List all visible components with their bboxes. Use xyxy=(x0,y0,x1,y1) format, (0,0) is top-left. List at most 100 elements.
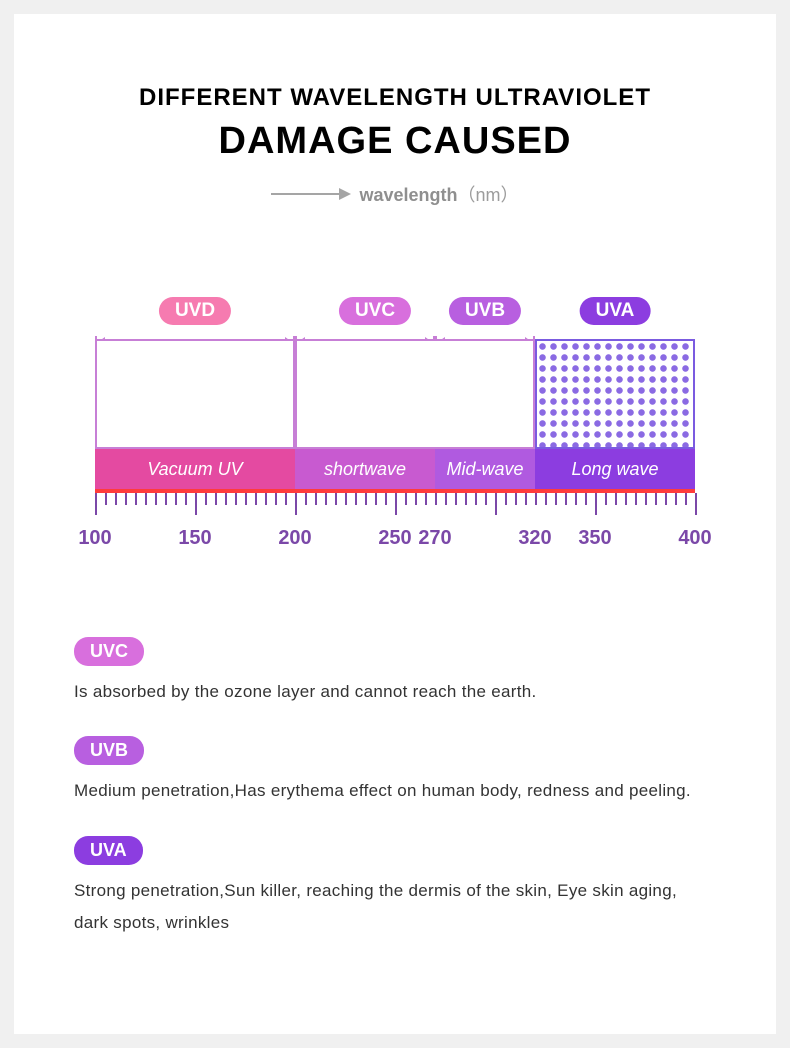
tick-minor xyxy=(485,493,487,505)
uv-pill: UVA xyxy=(74,836,143,865)
tick-minor xyxy=(415,493,417,505)
tick-label: 100 xyxy=(78,527,111,550)
tick-major xyxy=(295,493,297,515)
tick-minor xyxy=(535,493,537,505)
tick-minor xyxy=(425,493,427,505)
tick-minor xyxy=(255,493,257,505)
description-text: Is absorbed by the ozone layer and canno… xyxy=(74,676,716,708)
tick-minor xyxy=(515,493,517,505)
tick-minor xyxy=(575,493,577,505)
tick-minor xyxy=(355,493,357,505)
tick-label: 270 xyxy=(418,527,451,550)
tick-minor xyxy=(185,493,187,505)
title-line-1: DIFFERENT WAVELENGTH ULTRAVIOLET xyxy=(74,84,716,112)
tick-label: 350 xyxy=(578,527,611,550)
tick-minor xyxy=(205,493,207,505)
band-segment: shortwave xyxy=(295,449,435,489)
tick-minor xyxy=(675,493,677,505)
uv-badge: UVA xyxy=(580,297,651,325)
tick-label: 150 xyxy=(178,527,211,550)
tick-minor xyxy=(235,493,237,505)
band-segment: Long wave xyxy=(535,449,695,489)
infographic-card: DIFFERENT WAVELENGTH ULTRAVIOLET DAMAGE … xyxy=(14,14,776,1034)
tick-minor xyxy=(645,493,647,505)
tick-minor xyxy=(285,493,287,505)
tick-minor xyxy=(585,493,587,505)
legend-row: wavelength（nm） xyxy=(74,181,716,207)
tick-minor xyxy=(345,493,347,505)
tick-minor xyxy=(125,493,127,505)
tick-minor xyxy=(435,493,437,505)
band-strip: Vacuum UVshortwaveMid-waveLong wave xyxy=(95,449,695,489)
tick-minor xyxy=(505,493,507,505)
description-block: UVC Is absorbed by the ozone layer and ca… xyxy=(74,637,716,939)
tick-minor xyxy=(315,493,317,505)
tick-minor xyxy=(445,493,447,505)
tick-label: 400 xyxy=(678,527,711,550)
tick-minor xyxy=(365,493,367,505)
tick-minor xyxy=(655,493,657,505)
arrow-icon xyxy=(271,193,349,195)
tick-minor xyxy=(145,493,147,505)
tick-minor xyxy=(635,493,637,505)
band-segment: Mid-wave xyxy=(435,449,535,489)
uv-badge: UVB xyxy=(449,297,521,325)
tick-minor xyxy=(525,493,527,505)
range-box xyxy=(295,339,535,449)
tick-minor xyxy=(565,493,567,505)
tick-minor xyxy=(545,493,547,505)
tick-minor xyxy=(375,493,377,505)
tick-minor xyxy=(615,493,617,505)
tick-label: 250 xyxy=(378,527,411,550)
tick-major xyxy=(595,493,597,515)
tick-labels: 100150200250270320350400 xyxy=(95,527,695,557)
legend-text: wavelength（nm） xyxy=(359,181,518,207)
tick-minor xyxy=(325,493,327,505)
uv-badge: UVC xyxy=(339,297,411,325)
tick-minor xyxy=(175,493,177,505)
uv-wavelength-chart: Vacuum UVshortwaveMid-waveLong wave 1001… xyxy=(95,297,695,577)
tick-minor xyxy=(165,493,167,505)
tick-minor xyxy=(105,493,107,505)
tick-minor xyxy=(215,493,217,505)
tick-minor xyxy=(335,493,337,505)
description-item: UVC Is absorbed by the ozone layer and ca… xyxy=(74,637,716,708)
tick-minor xyxy=(225,493,227,505)
tick-major xyxy=(395,493,397,515)
tick-minor xyxy=(685,493,687,505)
tick-label: 200 xyxy=(278,527,311,550)
title-line-2: DAMAGE CAUSED xyxy=(74,120,716,163)
tick-minor xyxy=(245,493,247,505)
tick-minor xyxy=(305,493,307,505)
tick-major xyxy=(195,493,197,515)
tick-minor xyxy=(155,493,157,505)
tick-minor xyxy=(115,493,117,505)
uv-pill: UVC xyxy=(74,637,144,666)
tick-minor xyxy=(265,493,267,505)
tick-minor xyxy=(625,493,627,505)
tick-minor xyxy=(475,493,477,505)
description-text: Medium penetration,Has erythema effect o… xyxy=(74,775,716,807)
tick-minor xyxy=(385,493,387,505)
tick-minor xyxy=(135,493,137,505)
uv-badge: UVD xyxy=(159,297,231,325)
tick-minor xyxy=(455,493,457,505)
tick-minor xyxy=(405,493,407,505)
range-box xyxy=(95,339,295,449)
ruler xyxy=(95,493,695,523)
tick-minor xyxy=(665,493,667,505)
tick-minor xyxy=(465,493,467,505)
tick-label: 320 xyxy=(518,527,551,550)
uv-pill: UVB xyxy=(74,736,144,765)
band-segment: Vacuum UV xyxy=(95,449,295,489)
tick-major xyxy=(495,493,497,515)
description-text: Strong penetration,Sun killer, reaching … xyxy=(74,875,716,940)
tick-minor xyxy=(605,493,607,505)
tick-minor xyxy=(555,493,557,505)
range-box xyxy=(535,339,695,449)
tick-major xyxy=(695,493,697,515)
description-item: UVA Strong penetration,Sun killer, reachi… xyxy=(74,836,716,940)
tick-major xyxy=(95,493,97,515)
description-item: UVB Medium penetration,Has erythema effec… xyxy=(74,736,716,807)
tick-minor xyxy=(275,493,277,505)
